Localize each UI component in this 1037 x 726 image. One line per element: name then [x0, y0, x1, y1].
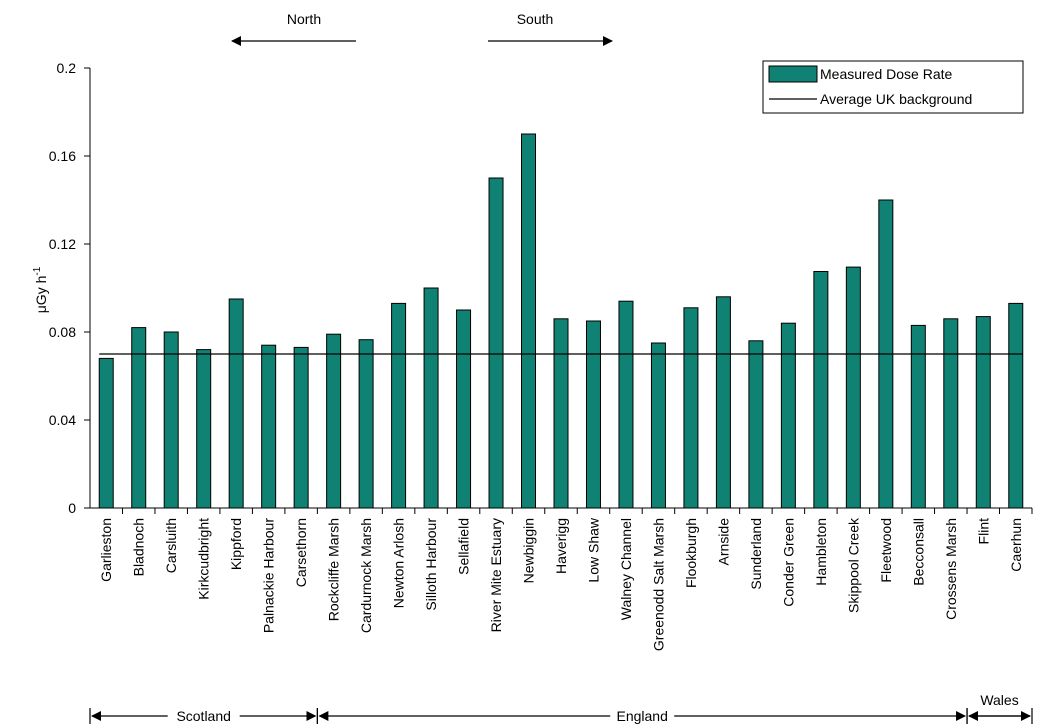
bar [391, 302, 407, 509]
bar [423, 287, 439, 509]
x-tick-label: Silloth Harbour [423, 518, 439, 611]
y-axis-label-main: μGy h [33, 276, 49, 314]
x-tick-label: Sellafield [456, 518, 472, 575]
direction-south: South [488, 11, 613, 46]
bar [1008, 302, 1024, 509]
bar [845, 266, 861, 509]
bar [196, 349, 212, 509]
region-scotland: Scotland [89, 708, 318, 724]
x-tick-labels: Garlieston Bladnoch Carsluith Kirkcudbright… [98, 508, 1033, 651]
x-tick-label: Greenodd Salt Marsh [650, 518, 666, 651]
y-tick-label: 0.16 [49, 148, 76, 164]
x-tick-label: Flint [975, 518, 991, 545]
bar [98, 357, 114, 509]
y-tick-label: 0.04 [49, 412, 76, 428]
x-tick-label: Flookburgh [683, 518, 699, 588]
x-tick-label: Caerhun [1008, 518, 1024, 572]
x-tick-label: River Mite Estuary [488, 518, 504, 632]
bar [553, 318, 569, 509]
bar [780, 322, 796, 509]
bar [521, 133, 537, 509]
bar [683, 307, 699, 509]
x-tick-label: Bladnoch [131, 518, 147, 576]
bars [98, 133, 1024, 509]
legend: Measured Dose Rate Average UK background [762, 60, 1024, 114]
bar [488, 177, 504, 509]
bar [293, 346, 309, 509]
bar [975, 316, 991, 509]
x-tick-label: Carsethorn [293, 518, 309, 587]
x-tick-label: Kippford [228, 518, 244, 570]
bar [715, 296, 731, 509]
bar [131, 327, 147, 509]
x-tick-label: Walney Channel [618, 518, 634, 620]
x-tick-label: Crossens Marsh [943, 518, 959, 620]
y-axis-label: μGy h-1 [32, 266, 49, 313]
direction-north: North [231, 11, 356, 46]
region-england: England [316, 708, 968, 724]
x-tick-label: Conder Green [780, 518, 796, 607]
x-tick-label: Rockcliffe Marsh [326, 518, 342, 621]
x-tick-label: Arnside [715, 518, 731, 566]
x-tick-label: Skippool Creek [845, 517, 861, 613]
bar [326, 333, 342, 509]
bar [163, 331, 179, 509]
region-label: Wales [980, 692, 1018, 708]
x-tick-label: Garlieston [98, 518, 114, 582]
y-tick-label: 0.12 [49, 236, 76, 252]
bar [748, 340, 764, 509]
bar [618, 300, 634, 509]
south-label: South [517, 11, 554, 27]
x-tick-label: Cardurnock Marsh [358, 518, 374, 633]
x-tick-label: Low Shaw [585, 517, 601, 582]
bar [228, 298, 244, 509]
x-tick-label: Newbiggin [521, 518, 537, 583]
y-tick-label: 0.08 [49, 324, 76, 340]
x-tick-label: Hambleton [813, 518, 829, 586]
bar [813, 271, 829, 509]
legend-line-label: Average UK background [820, 91, 972, 107]
y-axis-label-sup: -1 [32, 266, 43, 275]
bar [358, 339, 374, 509]
x-tick-label: Haverigg [553, 518, 569, 574]
bar [910, 324, 926, 509]
y-tick-label: 0 [68, 500, 76, 516]
region-label: England [617, 708, 668, 724]
region-brackets: Scotland England Wales [89, 692, 1033, 724]
region-wales: Wales [966, 692, 1033, 724]
x-tick-label: Carsluith [163, 518, 179, 573]
bar [943, 318, 959, 509]
x-tick-label: Kirkcudbright [196, 518, 212, 600]
x-tick-label: Fleetwood [878, 518, 894, 583]
bar [456, 309, 472, 509]
x-tick-label: Palnackie Harbour [261, 518, 277, 634]
legend-bar-swatch [768, 65, 818, 83]
region-label: Scotland [176, 708, 230, 724]
legend-bar-label: Measured Dose Rate [820, 66, 953, 82]
x-tick-label: Becconsall [910, 518, 926, 586]
y-ticks: 0 0.04 0.08 0.12 0.16 0.2 [49, 60, 90, 516]
bar [585, 320, 601, 509]
bar [261, 344, 277, 509]
bar [650, 342, 666, 509]
x-tick-label: Newton Arlosh [391, 518, 407, 608]
x-tick-label: Sunderland [748, 518, 764, 590]
north-label: North [287, 11, 321, 27]
y-tick-label: 0.2 [57, 60, 77, 76]
